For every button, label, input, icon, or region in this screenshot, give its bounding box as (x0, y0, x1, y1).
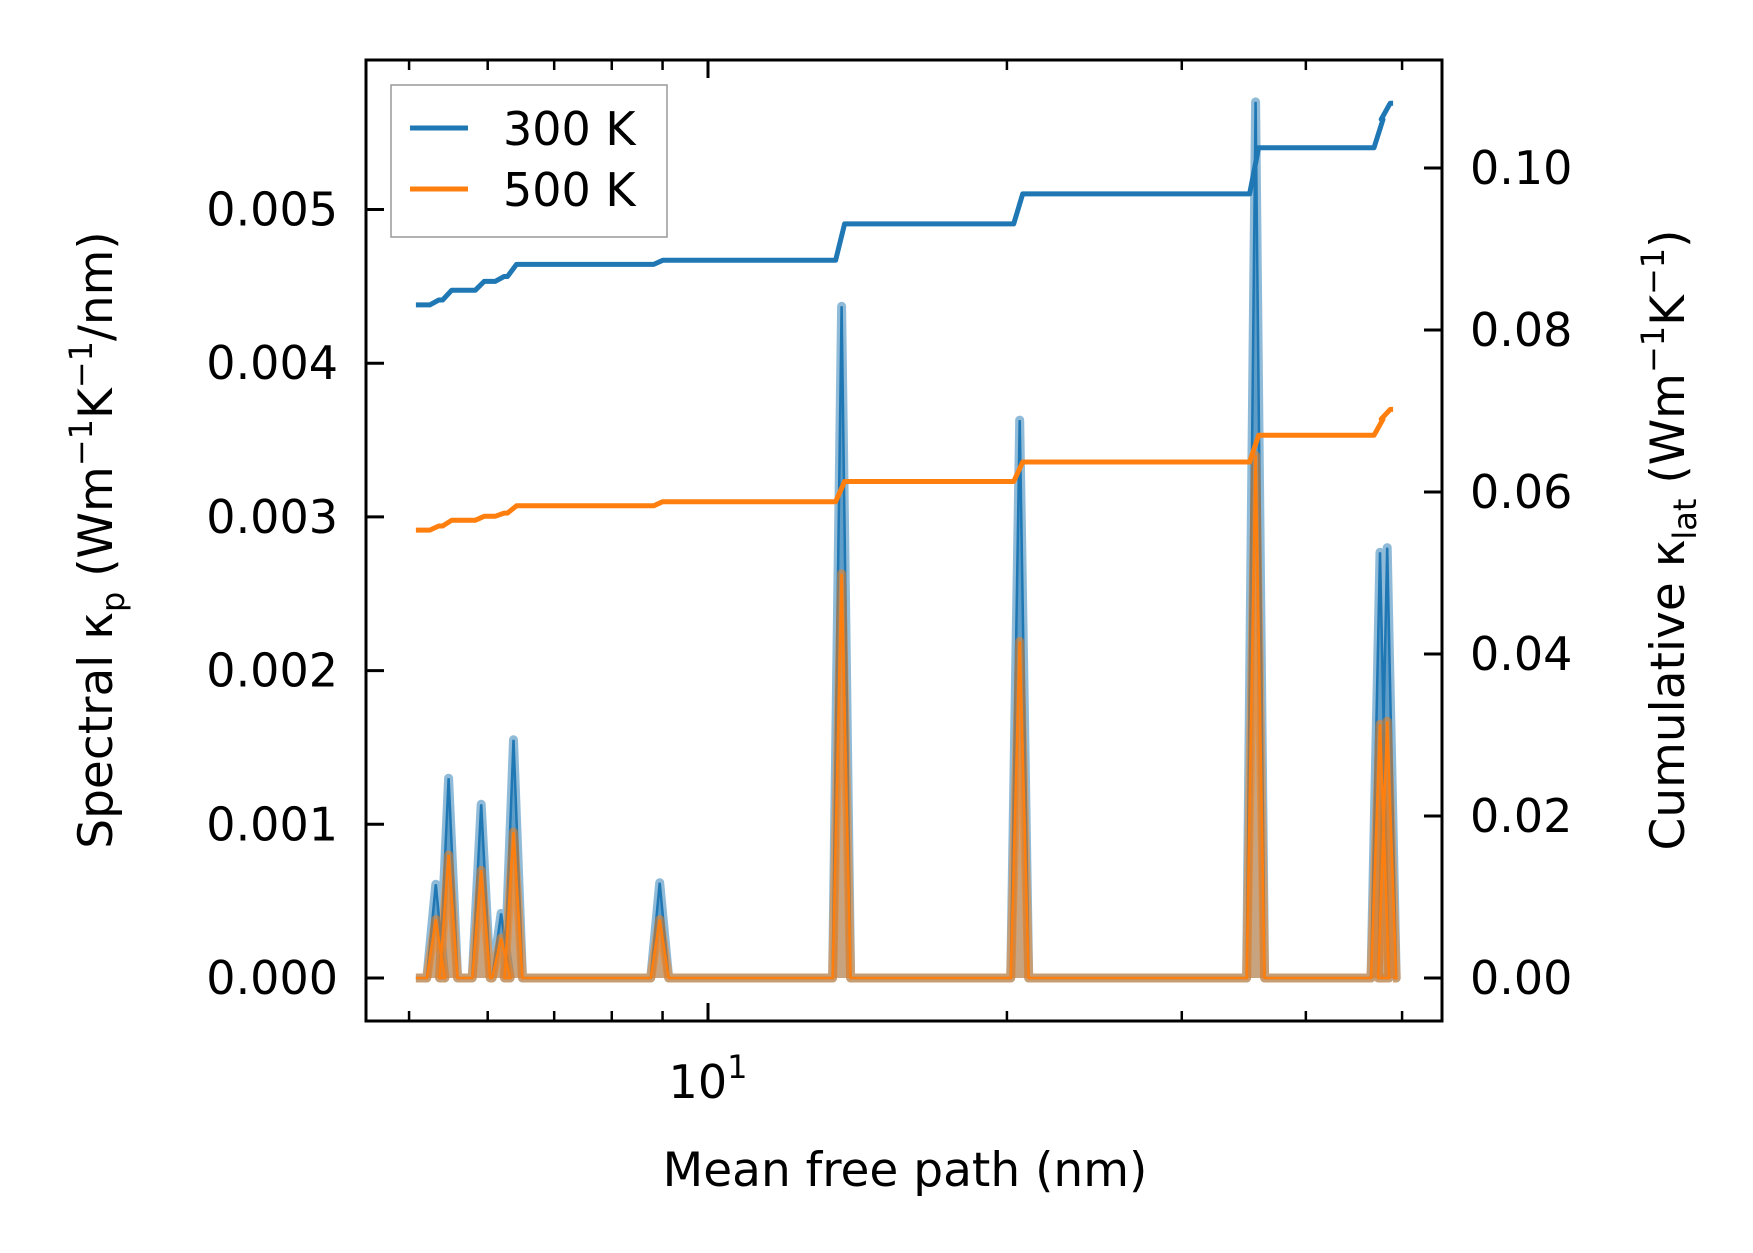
y-left-tick-label: 0.001 (206, 797, 338, 851)
cumulative-layer (415, 100, 1394, 533)
y-left-tick-label: 0.000 (206, 951, 338, 1005)
y-left-tick-label: 0.003 (206, 490, 338, 544)
legend-box (390, 84, 668, 238)
spectral-area-1 (415, 455, 1397, 978)
y-left-tick-label: 0.004 (206, 336, 338, 390)
y-right-tick-label: 0.06 (1470, 465, 1572, 519)
y-right-tick-label: 0.10 (1470, 141, 1572, 195)
spectral-layer (415, 97, 1401, 983)
y-right-tick-label: 0.00 (1470, 951, 1572, 1005)
y-right-tick-label: 0.02 (1470, 789, 1572, 843)
x-major-tick-label: 101 (669, 1048, 748, 1109)
axes-frame (364, 58, 1444, 1023)
y-right-tick-label: 0.08 (1470, 303, 1572, 357)
x-axis-label: Mean free path (nm) (663, 1143, 1148, 1198)
y-left-tick-label: 0.005 (206, 183, 338, 237)
y-axis-label-right: Cumulative κlat (Wm−1K−1) (1634, 229, 1704, 850)
legend-label-500k: 500 K (503, 163, 637, 217)
legend: 300 K 500 K (390, 84, 668, 238)
legend-label-300k: 300 K (503, 102, 637, 156)
spectral-line-1 (415, 455, 1398, 980)
y-left-tick-label: 0.002 (206, 644, 338, 698)
y-axis-label-left: Spectral κp (Wm−1K−1/nm) (62, 231, 132, 848)
y-right-tick-label: 0.04 (1470, 627, 1572, 681)
cumulative-line-0 (415, 100, 1394, 308)
ticks: 0.000 0.001 0.002 0.003 0.004 0.005 0.00 0.02 0.… (206, 60, 1572, 1021)
cumulative-line-1 (415, 406, 1394, 533)
